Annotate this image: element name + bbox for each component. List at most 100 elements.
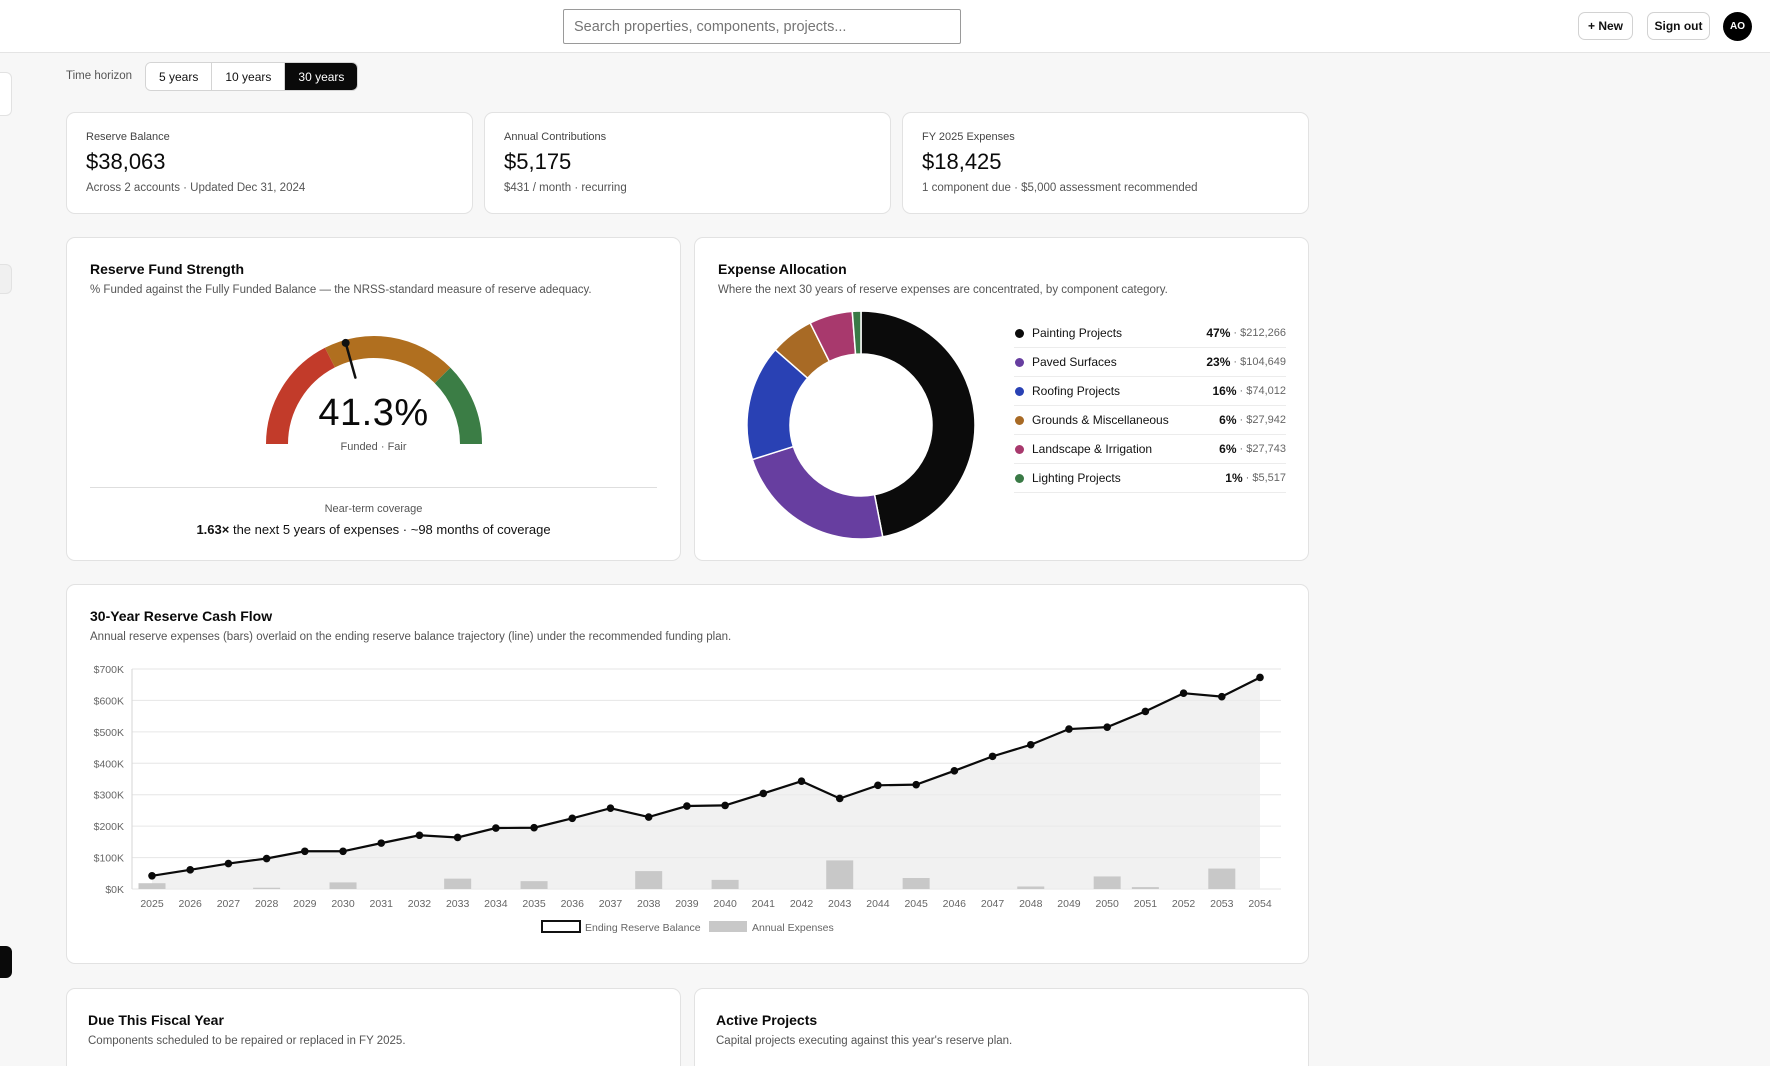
card-description: Components scheduled to be repaired or r… bbox=[88, 1035, 406, 1047]
balance-point[interactable] bbox=[644, 813, 653, 821]
legend-label: Roofing Projects bbox=[1032, 384, 1121, 398]
legend-amount: · $212,266 bbox=[1233, 327, 1286, 339]
gauge-zone-fair bbox=[324, 336, 451, 384]
legend-swatch-line bbox=[541, 920, 581, 933]
balance-point[interactable] bbox=[1179, 689, 1188, 697]
balance-point[interactable] bbox=[301, 847, 309, 856]
legend-item[interactable]: Grounds & Miscellaneous 6% · $27,942 bbox=[1014, 406, 1286, 435]
balance-point[interactable] bbox=[988, 752, 997, 761]
x-tick-label: 2041 bbox=[752, 898, 776, 910]
balance-point[interactable] bbox=[1103, 723, 1111, 731]
expense-bar[interactable] bbox=[444, 878, 472, 889]
legend-label: Annual Expenses bbox=[752, 922, 834, 934]
expense-bar[interactable] bbox=[329, 882, 357, 889]
x-tick-label: 2037 bbox=[599, 898, 623, 910]
stat-value: $38,063 bbox=[86, 149, 166, 174]
stat-label: FY 2025 Expenses bbox=[922, 131, 1015, 143]
expense-bar[interactable] bbox=[138, 883, 166, 889]
x-tick-label: 2035 bbox=[522, 898, 546, 910]
legend-item[interactable]: Painting Projects 47% · $212,266 bbox=[1014, 319, 1286, 348]
active-projects-card: Active Projects Capital projects executi… bbox=[694, 988, 1309, 1066]
balance-point[interactable] bbox=[492, 824, 500, 832]
balance-point[interactable] bbox=[721, 801, 729, 810]
balance-point[interactable] bbox=[874, 781, 882, 790]
gauge-zone-strong bbox=[434, 367, 482, 445]
y-tick-label: $500K bbox=[94, 727, 124, 739]
donut-slice[interactable] bbox=[860, 310, 976, 538]
expense-bar[interactable] bbox=[1131, 887, 1159, 889]
card-title: Expense Allocation bbox=[718, 261, 847, 277]
legend-item[interactable]: Roofing Projects 16% · $74,012 bbox=[1014, 377, 1286, 406]
legend-swatch bbox=[1015, 444, 1024, 454]
expense-bar[interactable] bbox=[253, 887, 281, 889]
sidebar-edge-button[interactable] bbox=[0, 946, 12, 978]
new-button[interactable]: + New bbox=[1578, 12, 1633, 40]
balance-point[interactable] bbox=[1065, 725, 1073, 733]
expense-bar[interactable] bbox=[902, 878, 930, 889]
expense-bar[interactable] bbox=[1017, 886, 1045, 889]
balance-point[interactable] bbox=[148, 872, 156, 880]
stat-label: Reserve Balance bbox=[86, 131, 170, 143]
x-tick-label: 2030 bbox=[331, 898, 355, 910]
card-title: Active Projects bbox=[716, 1012, 818, 1028]
legend-item[interactable]: Landscape & Irrigation 6% · $27,743 bbox=[1014, 435, 1286, 464]
legend-item[interactable]: Paved Surfaces 23% · $104,649 bbox=[1014, 348, 1286, 377]
horizon-10-years[interactable]: 10 years bbox=[212, 63, 286, 90]
legend-amount: · $27,942 bbox=[1239, 414, 1286, 426]
time-horizon-toggle: 5 years 10 years 30 years bbox=[145, 62, 359, 91]
horizon-30-years[interactable]: 30 years bbox=[285, 63, 358, 90]
balance-point[interactable] bbox=[224, 859, 233, 868]
sidebar-edge-item[interactable] bbox=[0, 264, 12, 294]
balance-point[interactable] bbox=[606, 804, 615, 813]
fy-expenses-card: FY 2025 Expenses $18,425 1 component due… bbox=[902, 112, 1309, 214]
sidebar-edge-panel bbox=[0, 72, 12, 116]
sign-out-button[interactable]: Sign out bbox=[1647, 12, 1710, 40]
balance-point[interactable] bbox=[912, 780, 920, 789]
x-tick-label: 2046 bbox=[943, 898, 967, 910]
reserve-balance-card: Reserve Balance $38,063 Across 2 account… bbox=[66, 112, 473, 214]
balance-point[interactable] bbox=[262, 854, 271, 863]
expense-bar[interactable] bbox=[1208, 868, 1236, 889]
avatar[interactable]: AO bbox=[1723, 12, 1752, 41]
balance-point[interactable] bbox=[453, 833, 462, 842]
stat-value: $5,175 bbox=[504, 149, 572, 174]
balance-area bbox=[152, 677, 1260, 889]
balance-point[interactable] bbox=[1141, 707, 1150, 716]
balance-point[interactable] bbox=[797, 777, 806, 785]
x-tick-label: 2040 bbox=[713, 898, 737, 910]
balance-point[interactable] bbox=[950, 767, 959, 775]
legend-swatch bbox=[1015, 473, 1024, 483]
balance-point[interactable] bbox=[415, 831, 424, 840]
balance-point[interactable] bbox=[530, 823, 538, 832]
horizon-5-years[interactable]: 5 years bbox=[146, 63, 213, 90]
expense-bar[interactable] bbox=[635, 871, 663, 889]
balance-point[interactable] bbox=[568, 814, 577, 823]
due-this-year-card: Due This Fiscal Year Components schedule… bbox=[66, 988, 681, 1066]
x-tick-label: 2052 bbox=[1172, 898, 1196, 910]
legend-label: Ending Reserve Balance bbox=[585, 922, 701, 934]
balance-point[interactable] bbox=[1217, 692, 1226, 701]
x-tick-label: 2042 bbox=[790, 898, 814, 910]
balance-point[interactable] bbox=[1256, 673, 1264, 682]
y-tick-label: $400K bbox=[94, 758, 124, 770]
x-tick-label: 2050 bbox=[1095, 898, 1119, 910]
donut-slice[interactable] bbox=[851, 310, 862, 356]
search-input[interactable] bbox=[563, 9, 961, 44]
donut-slice[interactable] bbox=[751, 445, 884, 540]
legend-item[interactable]: Lighting Projects 1% · $5,517 bbox=[1014, 464, 1286, 493]
expense-bar[interactable] bbox=[711, 879, 739, 889]
expense-bar[interactable] bbox=[520, 881, 548, 889]
expense-bar[interactable] bbox=[1093, 876, 1121, 889]
expense-bar[interactable] bbox=[826, 860, 854, 889]
balance-point[interactable] bbox=[759, 789, 768, 798]
balance-point[interactable] bbox=[339, 847, 347, 856]
funded-status: Funded · Fair bbox=[340, 441, 407, 453]
balance-point[interactable] bbox=[377, 839, 386, 847]
legend-percent: 47% bbox=[1206, 326, 1231, 340]
balance-point[interactable] bbox=[683, 802, 691, 810]
balance-point[interactable] bbox=[186, 866, 195, 874]
gauge-needle-dot bbox=[341, 338, 350, 347]
x-tick-label: 2034 bbox=[484, 898, 508, 910]
balance-point[interactable] bbox=[1026, 740, 1035, 749]
balance-point[interactable] bbox=[835, 794, 844, 803]
